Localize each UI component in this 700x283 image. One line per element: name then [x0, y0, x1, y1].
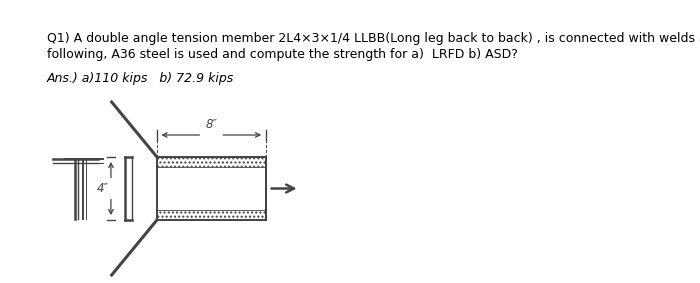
Text: 4″: 4″	[97, 182, 108, 195]
Text: 8″: 8″	[205, 118, 217, 131]
Bar	[157, 157, 265, 220]
Bar	[157, 157, 265, 167]
Text: following, A36 steel is used and compute the strength for a)  LRFD b) ASD?: following, A36 steel is used and compute…	[47, 48, 518, 61]
Text: Ans.) a)110 kips   b) 72.9 kips: Ans.) a)110 kips b) 72.9 kips	[47, 72, 234, 85]
Text: Q1) A double angle tension member 2L4×3×1/4 LLBB(Long leg back to back) , is con: Q1) A double angle tension member 2L4×3×…	[47, 32, 700, 45]
Bar	[157, 210, 265, 220]
